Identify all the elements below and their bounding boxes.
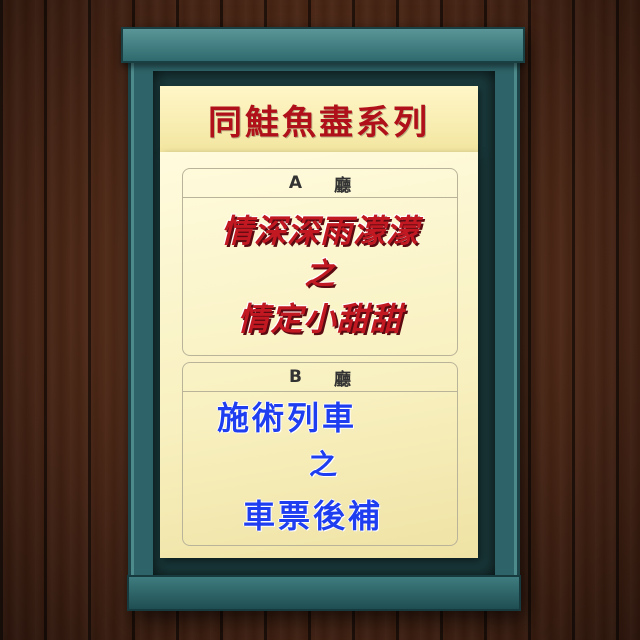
frame-top-beam bbox=[121, 27, 525, 63]
hall-a-line-1: 情深深雨濛濛 bbox=[220, 212, 419, 250]
header-sign: 同鮭魚盡系列 bbox=[160, 86, 478, 152]
hall-a-line-3: 情定小甜甜 bbox=[237, 300, 403, 338]
hall-a-line-2: 之 bbox=[304, 257, 336, 292]
hall-a-header: A 廳 bbox=[183, 169, 457, 198]
hall-b-letter: B bbox=[289, 367, 302, 387]
hall-a-letter: A bbox=[288, 173, 303, 193]
hall-b-line-2: 之 bbox=[309, 448, 341, 481]
hall-b-header: B 廳 bbox=[183, 363, 457, 392]
hall-b-line-1-wrap: 施術列車 bbox=[217, 393, 357, 439]
hall-b-panel: B 廳 施術列車 之 車票後補 bbox=[182, 362, 458, 546]
hall-b-line-1: 施術列車 bbox=[217, 399, 358, 437]
hall-b-label: 廳 bbox=[333, 369, 351, 390]
schedule-poster: A 廳 情深深雨濛濛 之 情定小甜甜 B 廳 施術列車 之 車票後補 bbox=[160, 152, 478, 558]
hall-a-label: 廳 bbox=[334, 175, 352, 196]
hall-a-panel: A 廳 情深深雨濛濛 之 情定小甜甜 bbox=[182, 168, 458, 356]
hall-b-line-2-wrap: 之 bbox=[309, 443, 340, 483]
series-title: 同鮭魚盡系列 bbox=[208, 102, 430, 143]
frame-bottom-beam bbox=[127, 575, 521, 611]
hall-b-line-3: 車票後補 bbox=[243, 497, 384, 535]
hall-a-movie-title: 情深深雨濛濛 之 情定小甜甜 bbox=[183, 209, 457, 341]
hall-b-line-3-wrap: 車票後補 bbox=[243, 491, 383, 537]
